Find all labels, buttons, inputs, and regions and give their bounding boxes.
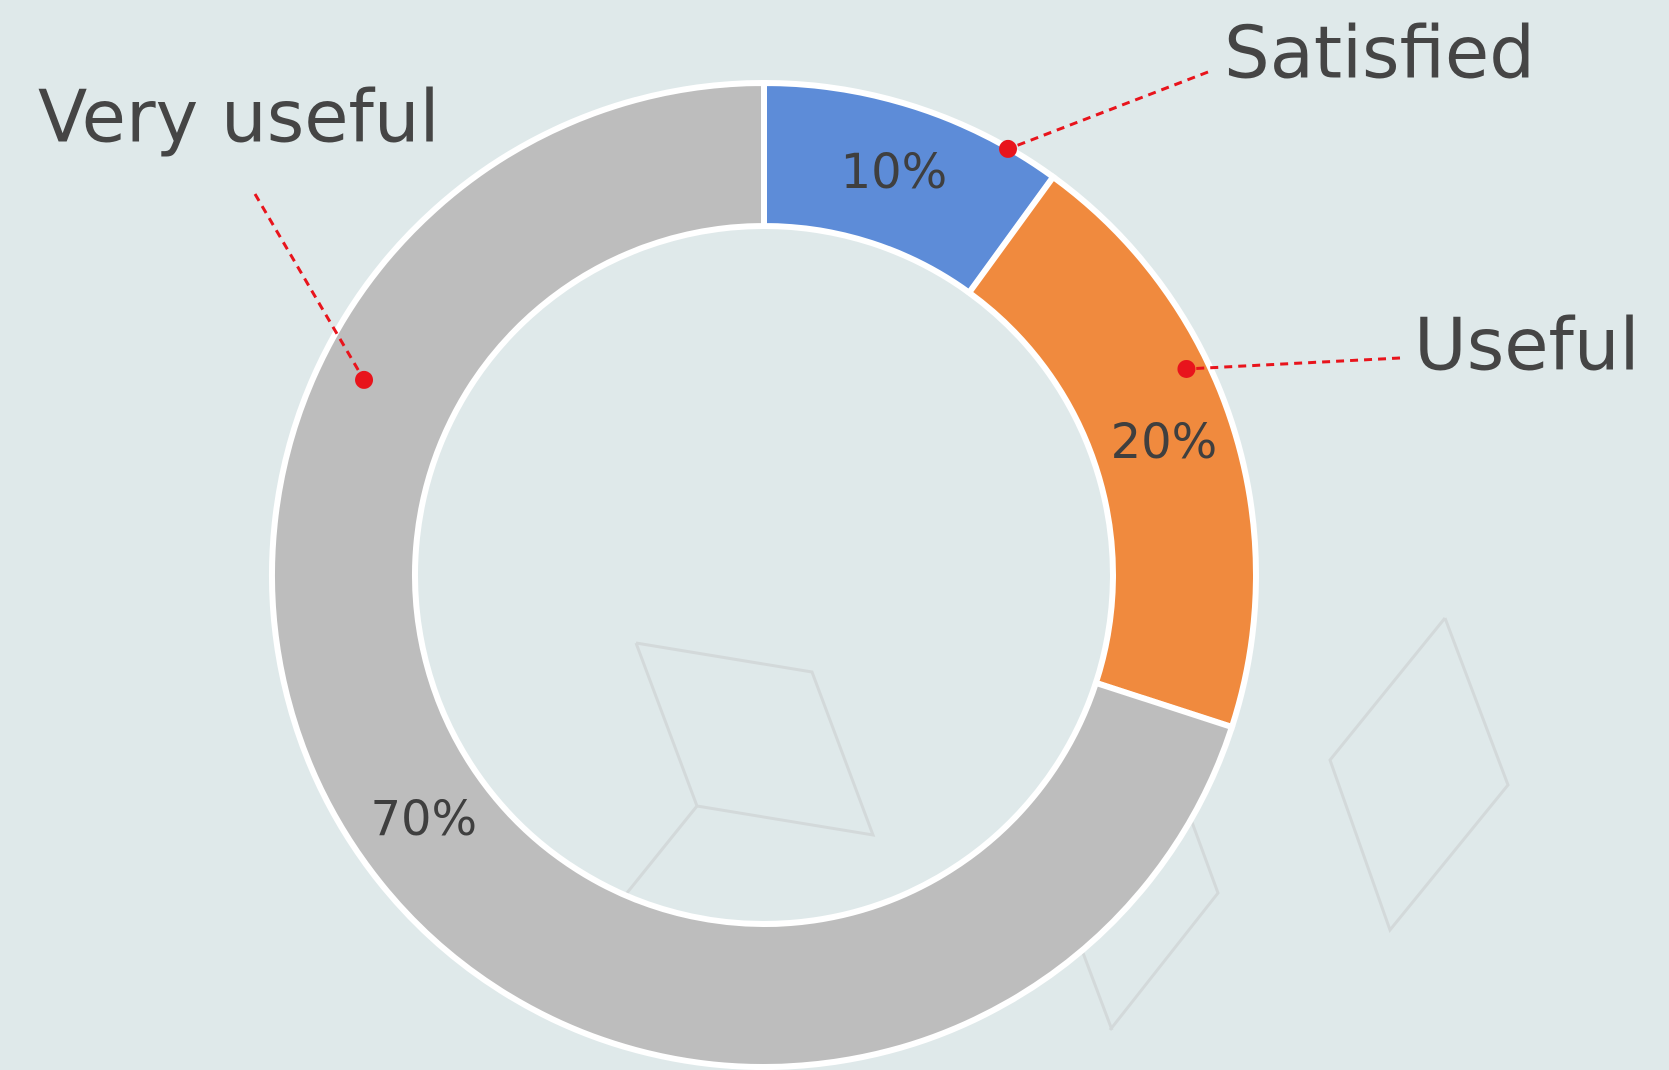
donut-segment bbox=[269, 79, 1236, 1070]
donut-segment bbox=[964, 172, 1259, 731]
leader-dot bbox=[355, 370, 374, 389]
leader-dot bbox=[999, 139, 1018, 158]
value-label: 70% bbox=[370, 791, 477, 847]
category-label: Useful bbox=[1414, 303, 1640, 387]
donut bbox=[269, 79, 1259, 1070]
leader-line bbox=[253, 193, 366, 381]
leader-line bbox=[1186, 356, 1401, 371]
leader-line bbox=[1007, 70, 1209, 151]
labels: 10% Satisfied 20% Useful 70% Very useful bbox=[38, 11, 1640, 848]
value-label: 10% bbox=[841, 144, 948, 200]
category-label: Very useful bbox=[38, 75, 439, 159]
value-label: 20% bbox=[1111, 414, 1218, 470]
leader-dot bbox=[1177, 359, 1196, 378]
category-label: Satisfied bbox=[1224, 11, 1535, 95]
